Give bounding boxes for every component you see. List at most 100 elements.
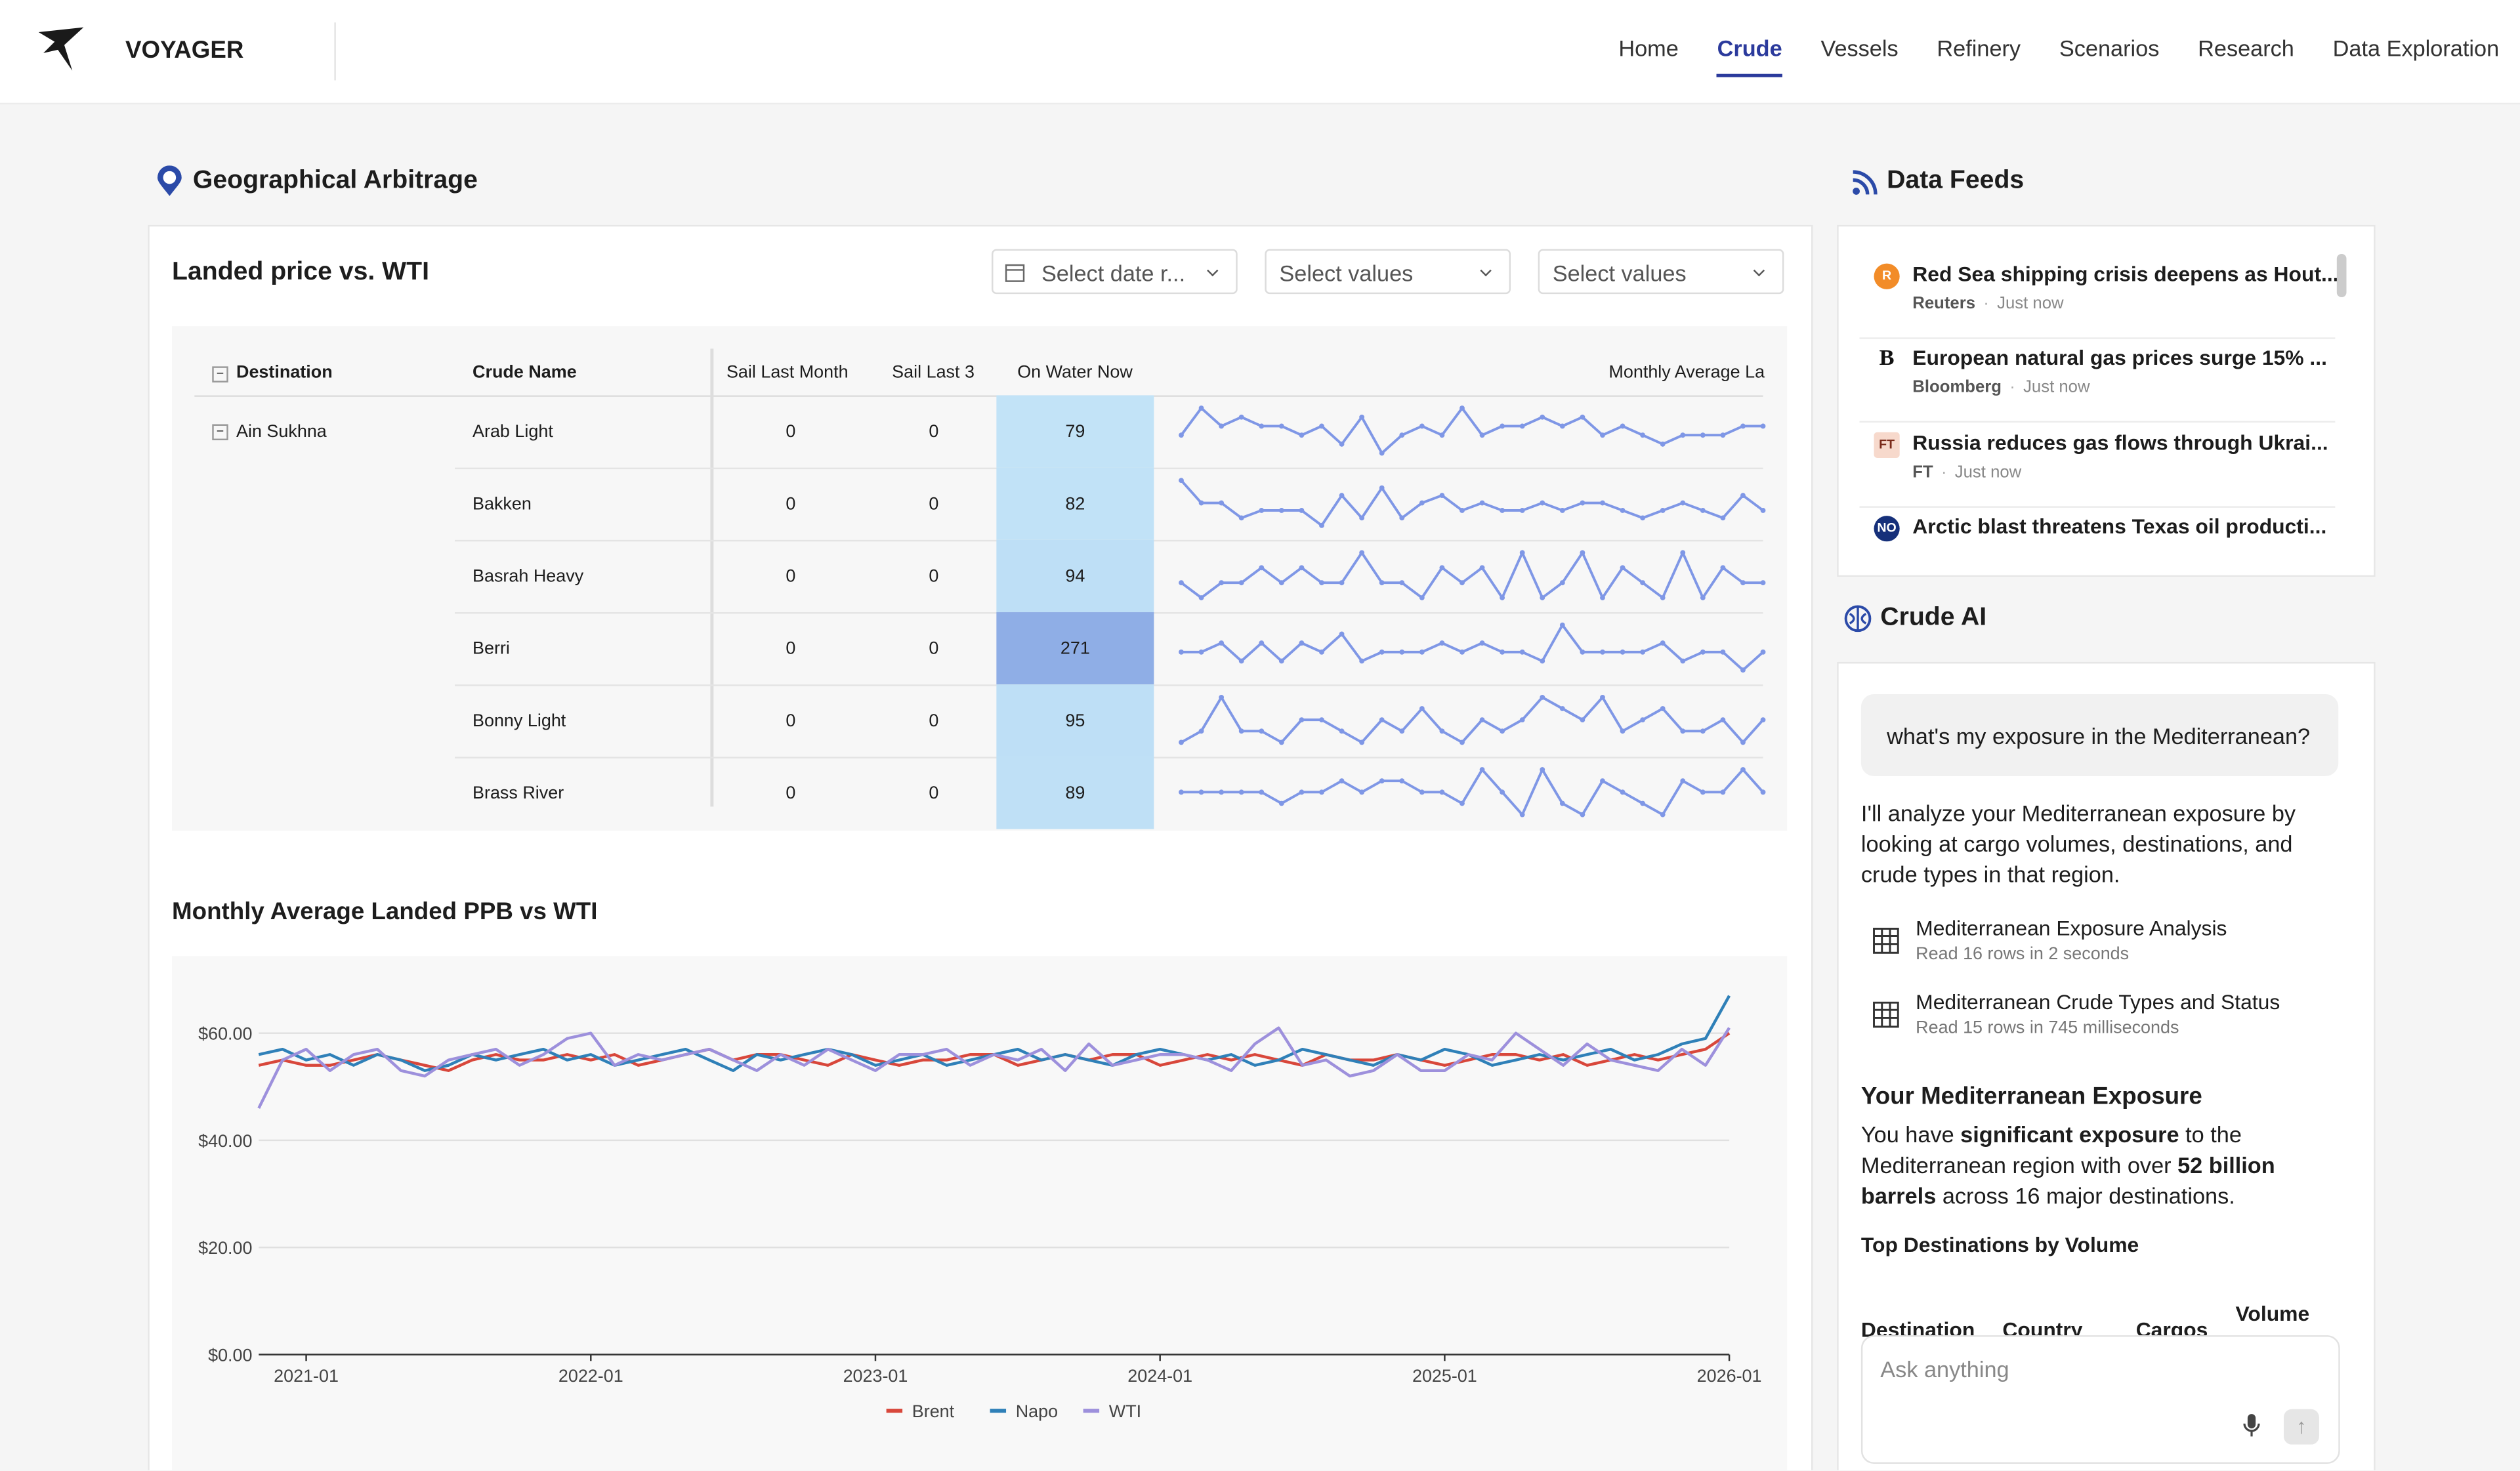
sparkline-point <box>1700 789 1706 795</box>
sparkline-point <box>1419 595 1425 600</box>
heat-cell <box>996 395 1154 468</box>
sparkline-point <box>1720 432 1726 438</box>
cell-value: 0 <box>929 639 939 659</box>
collapse-icon[interactable]: − <box>212 424 228 441</box>
column-header[interactable]: Sail Last 3 <box>892 363 975 383</box>
nav-item[interactable]: Crude <box>1717 35 1782 77</box>
feed-item[interactable]: B European natural gas prices surge 15% .… <box>1859 338 2336 423</box>
sparkline-point <box>1720 565 1726 571</box>
sparkline-point <box>1259 423 1265 429</box>
heat-cell <box>996 756 1154 829</box>
tool-detail: Read 16 rows in 2 seconds <box>1916 945 2130 964</box>
nav-item[interactable]: Home <box>1618 35 1679 62</box>
value-filter[interactable]: Select values <box>1265 249 1511 295</box>
sparkline-point <box>1680 658 1686 664</box>
sparkline-point <box>1179 432 1184 438</box>
sparkline-point <box>1238 580 1244 586</box>
sparkline-point <box>1399 580 1405 586</box>
sparkline-point <box>1299 789 1305 795</box>
nav: Home Crude Vessels Refinery Scenarios Re… <box>1618 35 2499 77</box>
sparkline-point <box>1620 789 1626 795</box>
sparkline-point <box>1620 565 1626 571</box>
nav-item[interactable]: Scenarios <box>2059 35 2160 62</box>
crude-name: Arab Light <box>472 423 553 442</box>
sparkline-point <box>1540 694 1545 700</box>
table-icon <box>1873 928 1899 954</box>
heat-cell <box>996 684 1154 757</box>
sparkline-point <box>1660 812 1666 818</box>
sparkline-point <box>1198 595 1204 600</box>
feed-item[interactable]: NO Arctic blast threatens Texas oil produ… <box>1859 506 2335 589</box>
assistant-summary: You have significant exposure to the Med… <box>1861 1120 2327 1212</box>
column-header[interactable]: On Water Now <box>1017 363 1133 383</box>
collapse-icon[interactable]: − <box>212 366 228 383</box>
sparkline-point <box>1700 595 1706 600</box>
mic-button[interactable] <box>2242 1413 2261 1438</box>
cell-value: 0 <box>929 711 939 732</box>
sparkline-point <box>1299 640 1305 646</box>
sparkline-point <box>1339 493 1345 499</box>
sparkline-point <box>1559 622 1565 628</box>
sparkline-point <box>1460 739 1465 745</box>
heat-cell <box>996 612 1154 685</box>
sparkline-point <box>1660 706 1666 711</box>
sparkline-point <box>1319 423 1324 429</box>
feed-source: FT <box>1912 462 1933 482</box>
sparkline-point <box>1720 717 1726 723</box>
feed-icon <box>1853 170 1878 195</box>
sparkline-point <box>1740 493 1746 499</box>
sparkline-point <box>1179 580 1184 586</box>
column-header[interactable]: Monthly Average La <box>1608 363 1765 383</box>
feed-item[interactable]: FT Russia reduces gas flows through Ukrai… <box>1859 422 2336 507</box>
column-header: Cargos <box>2135 1317 2208 1337</box>
sparkline-line <box>1180 405 1763 455</box>
sparkline-point <box>1339 778 1345 784</box>
send-button[interactable]: ↑ <box>2284 1409 2319 1445</box>
column-header: Volume <box>2235 1301 2310 1326</box>
feed-badge: R <box>1874 263 1900 289</box>
brand: VOYAGER <box>125 37 244 64</box>
icon-shape <box>1873 1001 1899 1028</box>
feed-meta: Bloomberg · Just now <box>1912 378 2090 397</box>
column-header[interactable]: Destination <box>236 363 333 383</box>
tool-title: Mediterranean Crude Types and Status <box>1916 989 2280 1014</box>
x-tick-label: 2024-01 <box>1127 1366 1192 1386</box>
sparkline-point <box>1500 728 1505 734</box>
sparkline-point <box>1399 515 1405 521</box>
sparkline-point <box>1219 500 1225 506</box>
sparkline-point <box>1219 580 1225 586</box>
nav-item[interactable]: Vessels <box>1820 35 1899 62</box>
nav-item[interactable]: Data Exploration <box>2332 35 2500 62</box>
tool-title: Mediterranean Exposure Analysis <box>1916 915 2227 940</box>
feeds-card <box>1837 224 2376 577</box>
legend-label: Brent <box>912 1401 955 1421</box>
date-filter[interactable]: Select date r... <box>992 249 1238 295</box>
separator: · <box>1941 462 1947 482</box>
feed-item[interactable]: R Red Sea shipping crisis deepens as Hout… <box>1859 254 2339 339</box>
sparkline-point <box>1460 405 1465 411</box>
column-header[interactable]: Crude Name <box>472 363 577 383</box>
sparkline-point <box>1519 717 1525 723</box>
group-label: Ain Sukhna <box>236 423 327 442</box>
line-chart: $0.00 $20.00 $40.00 $60.00 2021-01 2022-01 202… <box>198 995 1762 1421</box>
feed-time: Just now <box>1954 462 2022 482</box>
sparkline-point <box>1760 508 1766 513</box>
separator: · <box>1983 294 1989 314</box>
sparkline-point <box>1319 717 1324 723</box>
sparkline-point <box>1259 728 1265 734</box>
assistant-subheading: Top Destinations by Volume <box>1860 1232 2139 1257</box>
cell-value: 0 <box>786 639 796 659</box>
y-tick-label: $60.00 <box>198 1024 252 1043</box>
chat-input[interactable] <box>1860 1335 2340 1464</box>
sparkline-point <box>1479 500 1485 506</box>
x-tick-label: 2021-01 <box>274 1366 339 1386</box>
value-filter[interactable]: Select values <box>1538 249 1784 295</box>
sparkline-point <box>1299 717 1305 723</box>
sparkline-point <box>1299 432 1305 438</box>
nav-item[interactable]: Research <box>2198 35 2294 62</box>
sparkline-point <box>1640 580 1646 586</box>
column-header[interactable]: Sail Last Month <box>726 363 849 383</box>
nav-item[interactable]: Refinery <box>1937 35 2021 62</box>
feed-headline: European natural gas prices surge 15% ..… <box>1912 346 2327 370</box>
